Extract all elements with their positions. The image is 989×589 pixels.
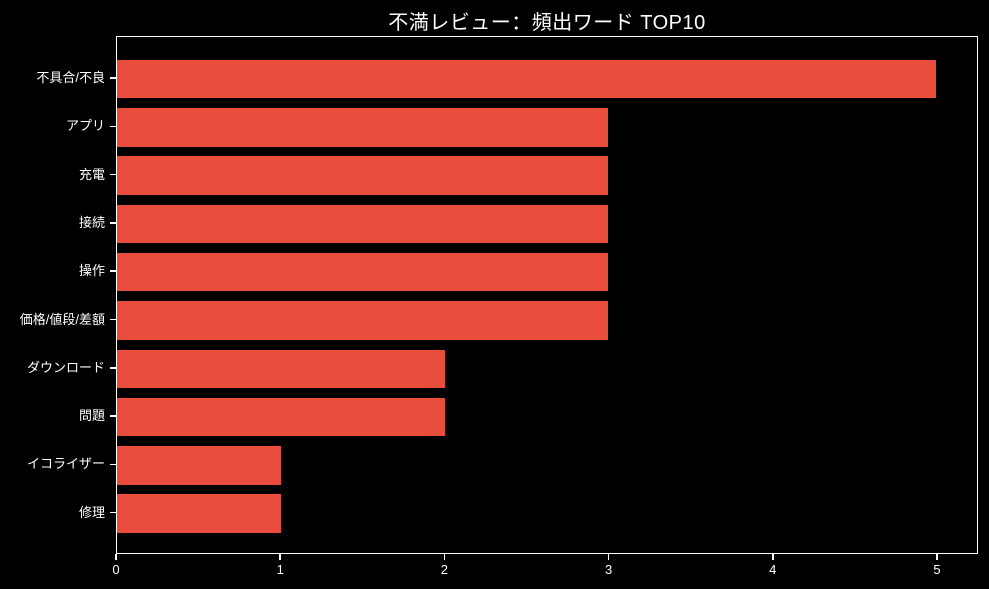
y-tick-label: 価格/値段/差額	[19, 311, 105, 327]
y-tick-mark	[110, 367, 116, 369]
y-tick-label: 修理	[78, 504, 105, 520]
x-tick-label: 5	[933, 562, 941, 577]
x-tick-label: 1	[276, 562, 284, 577]
y-tick-mark	[110, 77, 116, 79]
y-tick-mark	[110, 318, 116, 321]
bar-7	[117, 397, 445, 437]
x-tick-mark	[115, 554, 117, 560]
bar-0	[117, 59, 937, 99]
y-tick-mark	[110, 125, 116, 128]
y-tick-label: 接続	[78, 214, 105, 230]
x-tick-mark	[443, 554, 446, 560]
y-tick-mark	[110, 173, 116, 176]
y-tick-mark	[110, 222, 116, 224]
bar-2	[117, 156, 609, 195]
x-tick-label: 3	[604, 562, 613, 577]
y-tick-mark	[110, 511, 116, 514]
bar-8	[117, 446, 281, 485]
y-tick-label: 操作	[78, 263, 105, 279]
x-tick-label: 2	[440, 562, 448, 577]
bar-3	[117, 204, 609, 244]
y-tick-label: イコライザー	[26, 456, 105, 472]
x-tick-mark	[279, 554, 281, 560]
bar-1	[117, 108, 609, 147]
y-tick-label: 充電	[78, 166, 105, 182]
y-tick-mark	[110, 463, 116, 466]
y-tick-label: アプリ	[65, 118, 105, 134]
y-tick-label: ダウンロード	[26, 359, 105, 375]
bar-5	[117, 301, 609, 340]
x-tick-mark	[936, 554, 938, 560]
bar-4	[117, 252, 609, 292]
plot-area	[116, 36, 978, 554]
bar-6	[117, 349, 445, 389]
y-tick-mark	[110, 415, 116, 417]
x-tick-mark	[607, 554, 610, 560]
x-tick-mark	[772, 554, 774, 560]
chart-title: 不満レビュー：頻出ワード TOP10	[388, 12, 706, 34]
y-tick-label: 問題	[78, 408, 105, 424]
x-tick-label: 0	[112, 562, 120, 577]
x-tick-label: 4	[769, 562, 777, 577]
y-tick-label: 不具合/不良	[36, 70, 105, 85]
y-tick-mark	[110, 270, 116, 272]
bar-9	[117, 494, 281, 533]
